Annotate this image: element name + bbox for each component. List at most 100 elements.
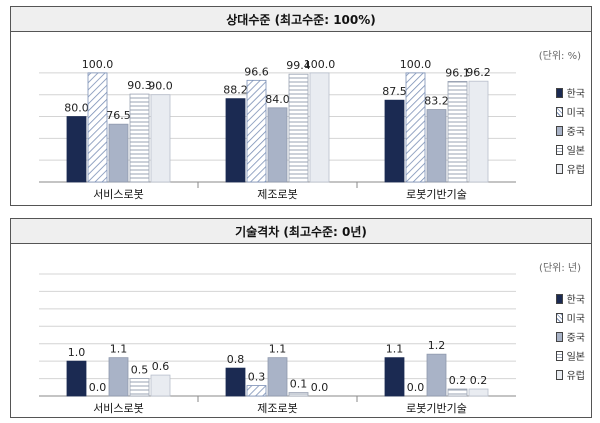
legend-item-한국: 한국 (555, 83, 585, 102)
data-label: 100.0 (400, 58, 432, 71)
bar-유럽-제조로봇 (309, 72, 330, 183)
data-label: 76.5 (106, 109, 131, 122)
legend-item-중국: 중국 (555, 327, 585, 346)
unit-label: (단위: %) (538, 51, 581, 62)
legend-label: 유럽 (566, 165, 585, 176)
bar-일본-로봇기반기술 (447, 81, 468, 183)
bar-한국-제조로봇 (225, 98, 246, 183)
data-label: 0.3 (248, 371, 266, 384)
legend-swatch (555, 293, 563, 304)
data-label: 1.1 (386, 343, 404, 356)
legend-swatch (555, 125, 563, 136)
legend-label: 미국 (566, 314, 585, 325)
bar-한국-로봇기반기술 (384, 99, 405, 183)
data-label: 0.2 (449, 374, 467, 387)
bar-한국-제조로봇 (225, 367, 246, 397)
data-label: 1.2 (428, 339, 446, 352)
data-label: 90.3 (127, 79, 152, 92)
data-label: 80.0 (64, 102, 89, 115)
bar-중국-제조로봇 (267, 357, 288, 397)
chart-panel-relative-level: 상대수준 (최고수준: 100%) 80.0 100.0 76.5 90.3 90.0 서… (10, 6, 592, 206)
legend-item-일본: 일본 (555, 346, 585, 365)
data-label: 96.1 (445, 66, 470, 79)
category-label: 로봇기반기술 (406, 402, 467, 415)
category-label: 제조로봇 (257, 402, 297, 415)
data-label: 1.0 (68, 346, 86, 359)
bar-유럽-서비스로봇 (150, 94, 171, 183)
data-label: 0.5 (131, 364, 149, 377)
data-label: 83.2 (424, 95, 449, 108)
bar-유럽-로봇기반기술 (468, 388, 489, 397)
legend-label: 일본 (566, 352, 585, 363)
unit-label: (단위: 년) (539, 263, 581, 274)
bar-미국-로봇기반기술 (405, 72, 426, 183)
legend-item-유럽: 유럽 (555, 365, 585, 384)
bar-일본-제조로봇 (288, 392, 309, 397)
bar-미국-제조로봇 (246, 385, 267, 397)
category-label: 서비스로봇 (93, 402, 144, 415)
legend-label: 미국 (566, 108, 585, 119)
bar-한국-서비스로봇 (66, 116, 87, 183)
category-label: 서비스로봇 (93, 188, 144, 201)
data-label: 1.1 (110, 343, 128, 356)
legend-item-미국: 미국 (555, 308, 585, 327)
legend-label: 한국 (566, 89, 585, 100)
bar-미국-서비스로봇 (87, 72, 108, 183)
legend-swatch (555, 87, 563, 98)
data-label: 1.1 (269, 343, 287, 356)
legend-swatch (555, 106, 563, 117)
data-label: 99.4 (286, 59, 311, 72)
bar-중국-로봇기반기술 (426, 353, 447, 397)
bar-중국-서비스로봇 (108, 357, 129, 397)
legend-item-한국: 한국 (555, 289, 585, 308)
legend-label: 중국 (566, 333, 585, 344)
legend-label: 한국 (566, 295, 585, 306)
bar-chart-relative-level: 80.0 100.0 76.5 90.390.0 서비스로봇 88.2 96.6 84.0 99… (39, 58, 516, 201)
chart-panel-tech-gap: 기술격차 (최고수준: 0년) 1.0 0.0 1.1 0.5 0.6 서비스로봇 0.8 0… (10, 218, 592, 418)
data-label: 90.0 (148, 80, 173, 93)
legend-swatch (555, 350, 563, 361)
legend-item-유럽: 유럽 (555, 159, 585, 178)
legend-item-미국: 미국 (555, 102, 585, 121)
bar-중국-제조로봇 (267, 107, 288, 183)
data-label: 0.6 (152, 360, 170, 373)
bar-한국-서비스로봇 (66, 360, 87, 397)
legend-swatch (555, 369, 563, 380)
data-label: 0.0 (89, 381, 107, 394)
data-label: 100.0 (304, 58, 336, 71)
category-label: 제조로봇 (257, 188, 297, 201)
chart-title: 상대수준 (최고수준: 100%) (11, 7, 591, 32)
legend-swatch (555, 331, 563, 342)
data-label: 0.2 (470, 374, 488, 387)
data-label: 88.2 (223, 84, 248, 97)
bar-유럽-로봇기반기술 (468, 80, 489, 183)
data-label: 96.2 (466, 66, 491, 79)
bar-중국-서비스로봇 (108, 123, 129, 183)
data-label: 96.6 (244, 65, 269, 78)
legend-swatch (555, 312, 563, 323)
bar-일본-서비스로봇 (129, 93, 150, 183)
bar-미국-제조로봇 (246, 79, 267, 183)
data-label: 0.1 (290, 378, 308, 391)
category-label: 로봇기반기술 (406, 188, 467, 201)
legend-item-일본: 일본 (555, 140, 585, 159)
bar-일본-제조로봇 (288, 73, 309, 183)
data-label: 100.0 (82, 58, 114, 71)
legend-item-중국: 중국 (555, 121, 585, 140)
legend-swatch (555, 144, 563, 155)
legend-label: 일본 (566, 146, 585, 157)
data-label: 0.0 (407, 381, 425, 394)
legend-swatch (555, 163, 563, 174)
legend-label: 유럽 (566, 371, 585, 382)
bar-중국-로봇기반기술 (426, 109, 447, 183)
data-label: 0.0 (311, 381, 329, 394)
data-label: 84.0 (265, 93, 290, 106)
data-label: 87.5 (382, 85, 407, 98)
legend-label: 중국 (566, 127, 585, 138)
bar-한국-로봇기반기술 (384, 357, 405, 397)
chart-title: 기술격차 (최고수준: 0년) (11, 219, 591, 244)
bar-일본-로봇기반기술 (447, 388, 468, 397)
data-label: 0.8 (227, 353, 245, 366)
